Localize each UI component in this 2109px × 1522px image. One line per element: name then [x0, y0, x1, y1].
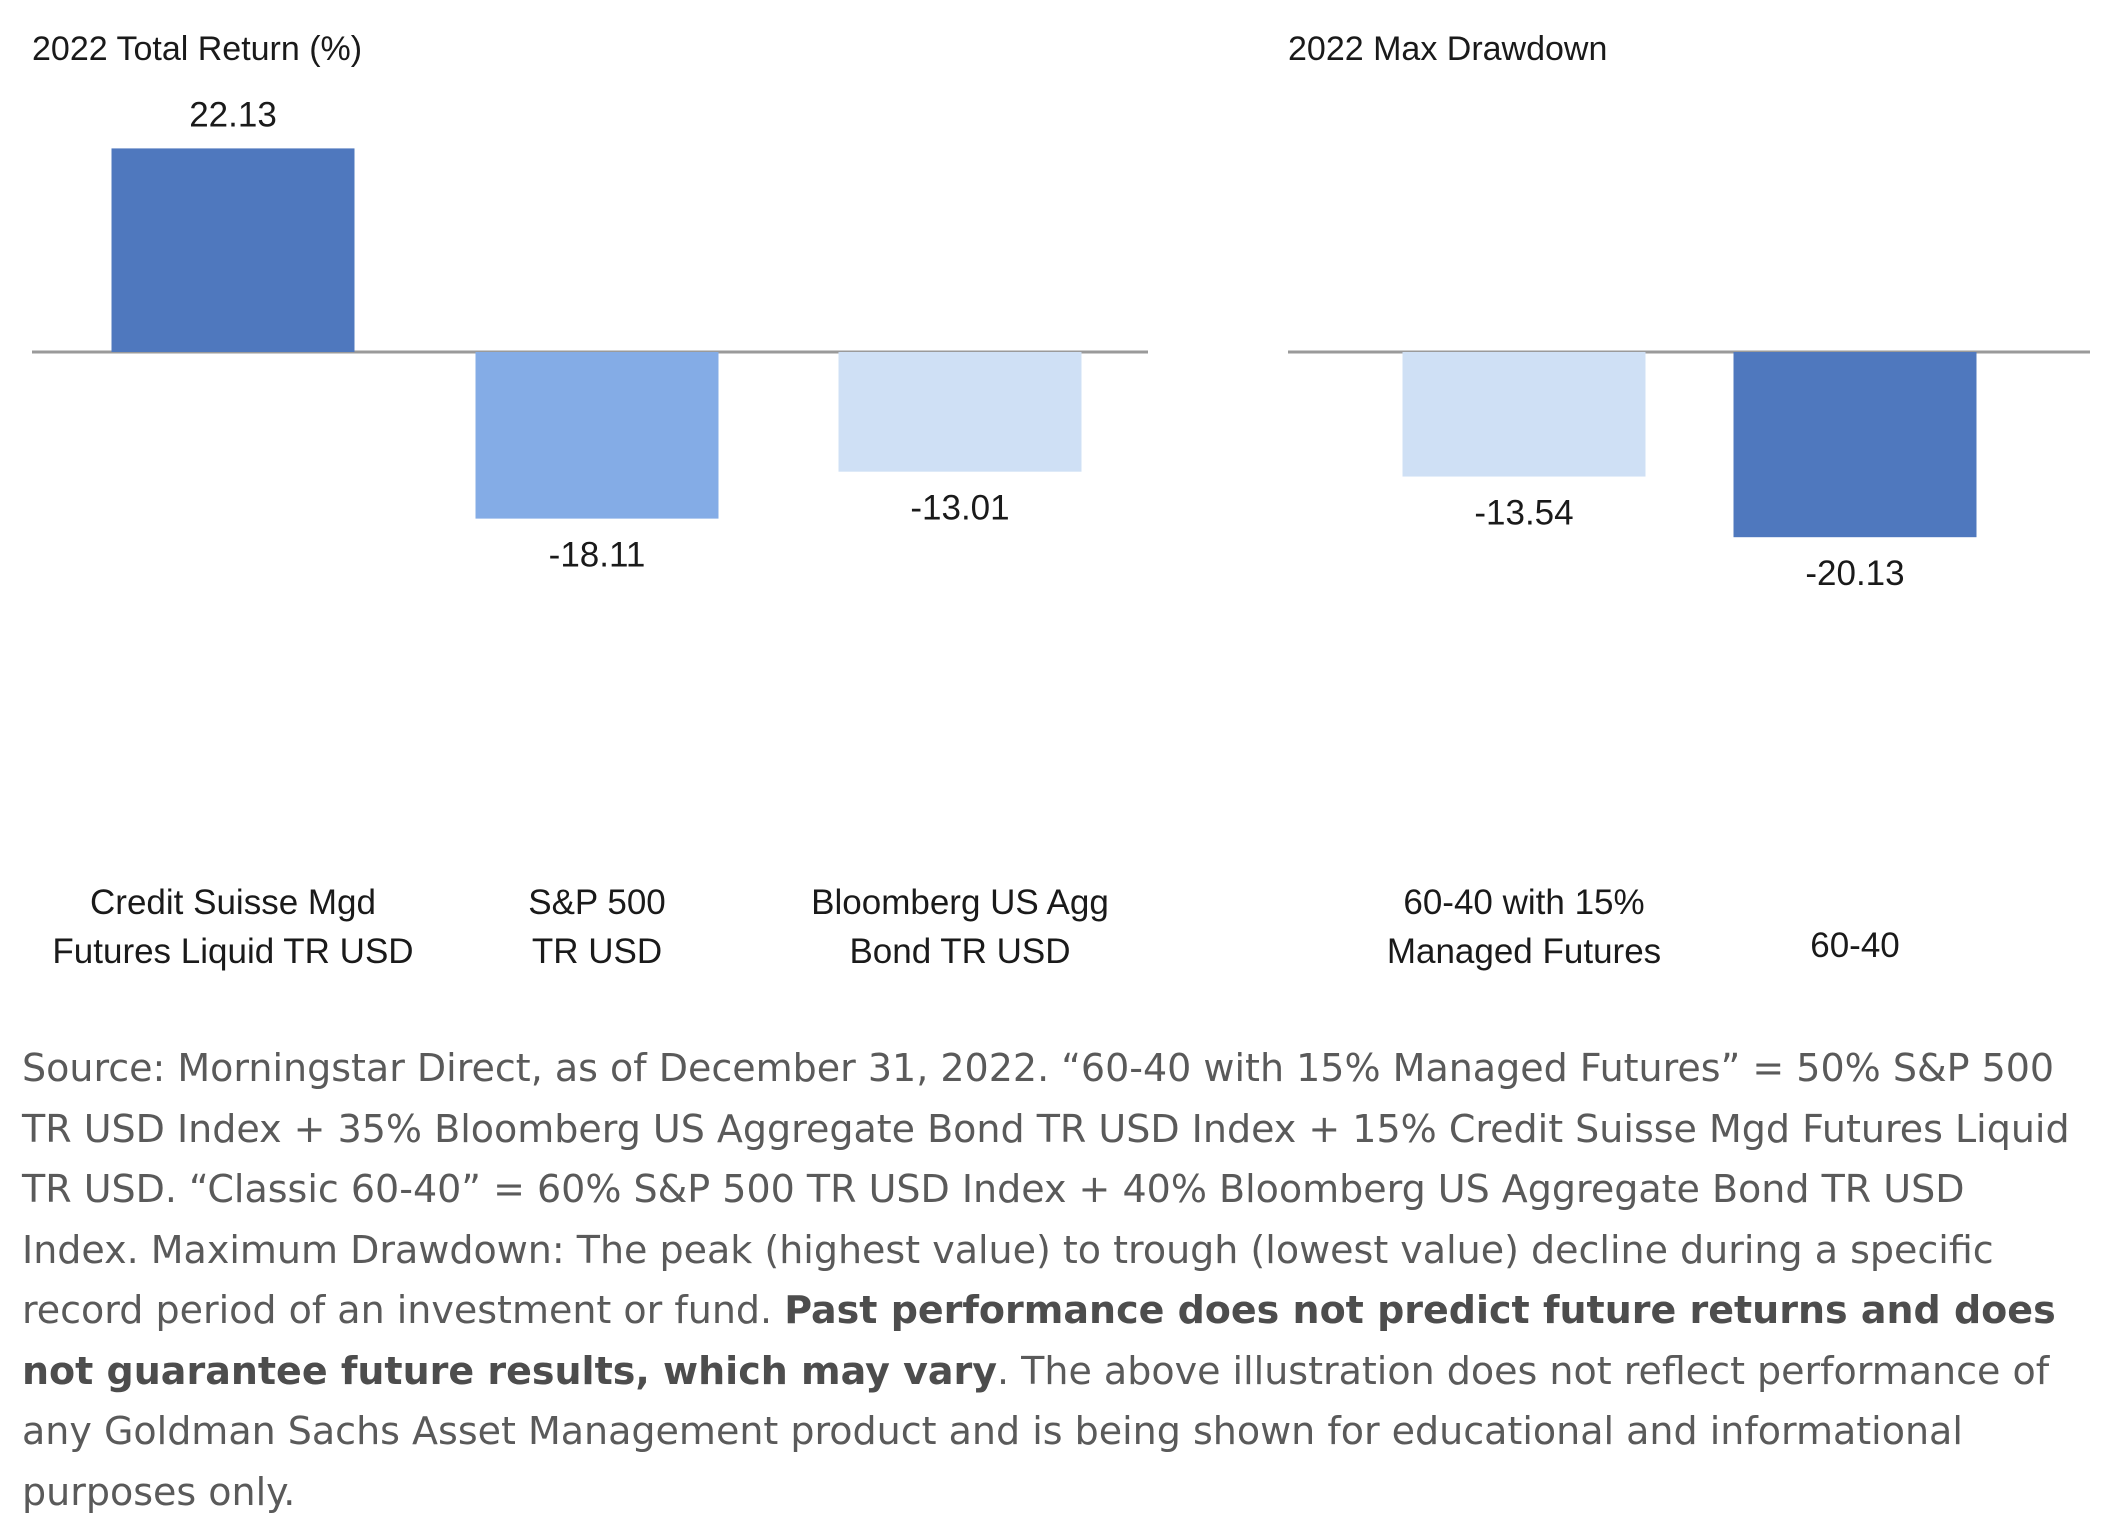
bar-value-label: -20.13 — [1805, 554, 1904, 593]
footnote-disclaimer-bold: Past performance does not predict future… — [22, 1288, 2056, 1393]
chart-title: 2022 Total Return (%) — [32, 30, 362, 68]
category-label: Bloomberg US Agg — [811, 883, 1109, 922]
category-label: Futures Liquid TR USD — [52, 932, 413, 971]
charts-area: 2022 Total Return (%) 22.13 Credit Suisse … — [32, 30, 2090, 971]
category-label: Credit Suisse Mgd — [90, 883, 376, 922]
category-label: Bond TR USD — [849, 932, 1070, 971]
bar — [1733, 352, 1977, 538]
bar — [838, 352, 1082, 472]
footnote-source-text: Source: Morningstar Direct, as of Decemb… — [22, 1046, 2070, 1332]
bar — [475, 352, 719, 519]
category-label: Managed Futures — [1387, 932, 1661, 971]
chart-title: 2022 Max Drawdown — [1288, 30, 1607, 68]
source-footnote: Source: Morningstar Direct, as of Decemb… — [22, 1038, 2092, 1522]
category-label: 60-40 with 15% — [1403, 883, 1644, 922]
bar-value-label: -13.54 — [1474, 494, 1573, 533]
category-label: S&P 500 — [528, 883, 666, 922]
bar — [111, 148, 355, 352]
bar-value-label: -13.01 — [910, 489, 1009, 528]
bar-value-label: -18.11 — [549, 536, 646, 575]
category-label: TR USD — [532, 932, 662, 971]
category-label: 60-40 — [1810, 926, 1900, 965]
bar — [1402, 352, 1646, 477]
bar-value-label: 22.13 — [189, 95, 277, 134]
